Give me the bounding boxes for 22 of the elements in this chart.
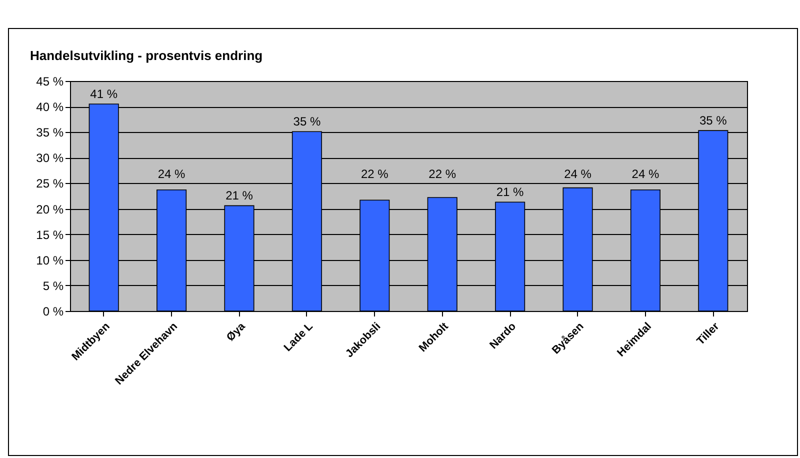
y-tick-label: 35 %	[36, 126, 64, 140]
data-label: 41 %	[90, 87, 118, 101]
data-label: 22 %	[428, 167, 456, 182]
x-tick-label: Øya	[224, 320, 248, 344]
data-label: 22 %	[360, 167, 389, 182]
y-tick-label: 10 %	[36, 253, 64, 268]
data-label: 24 %	[564, 167, 592, 182]
data-label: 21 %	[496, 185, 524, 200]
data-label: 24 %	[158, 167, 186, 182]
data-label: 35 %	[699, 114, 728, 128]
y-tick-label: 40 %	[36, 100, 64, 114]
y-tick-label: 0 %	[42, 304, 64, 318]
y-tick-label: 5 %	[42, 278, 64, 293]
y-tick-label: 20 %	[36, 202, 64, 216]
y-tick-label: 25 %	[36, 176, 64, 191]
y-tick-label: 45 %	[36, 74, 64, 88]
y-tick-label: 30 %	[36, 151, 64, 166]
y-tick-label: 15 %	[36, 228, 64, 242]
data-label: 35 %	[293, 114, 321, 129]
chart-title: Handelsutvikling - prosentvis endring	[30, 48, 263, 63]
data-label: 21 %	[226, 188, 254, 203]
data-label: 24 %	[632, 167, 660, 182]
